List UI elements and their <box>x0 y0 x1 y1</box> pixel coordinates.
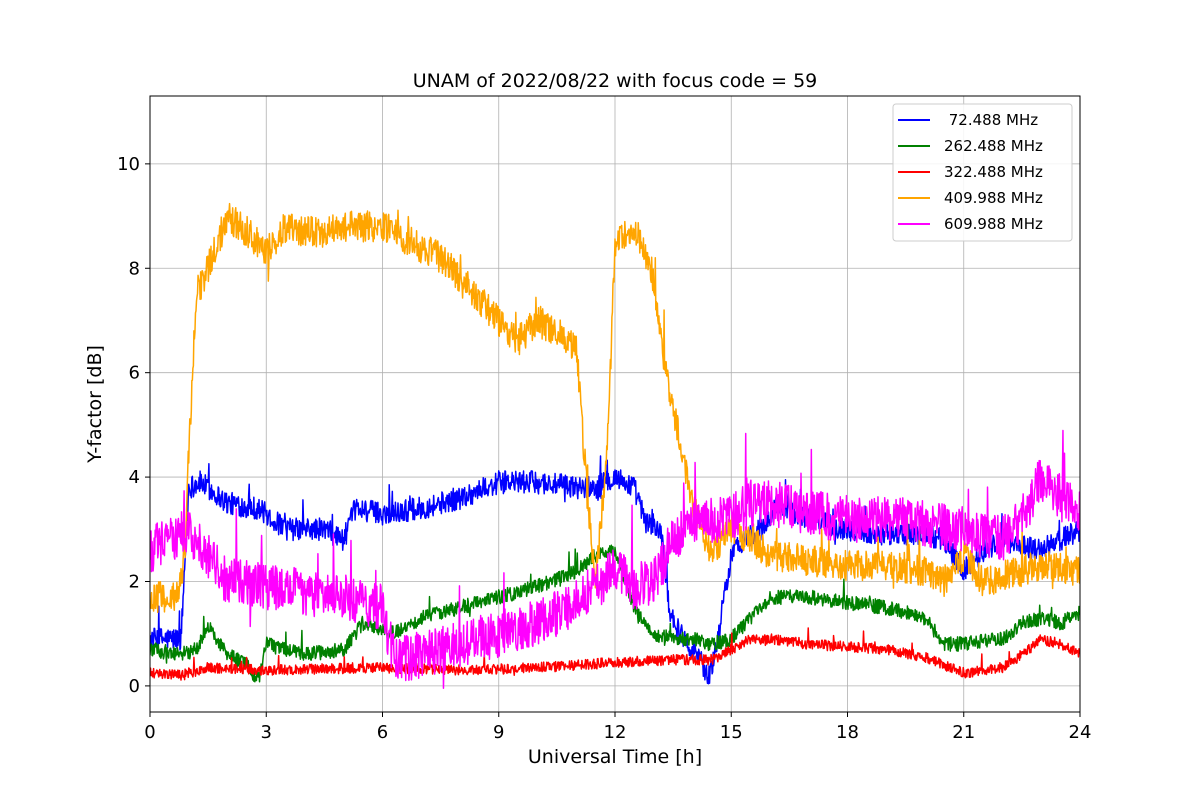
y-tick-label: 6 <box>129 363 140 384</box>
series-line <box>150 544 1080 683</box>
chart-title: UNAM of 2022/08/22 with focus code = 59 <box>413 70 818 92</box>
x-tick-label: 15 <box>720 722 743 743</box>
x-tick-label: 24 <box>1069 722 1092 743</box>
series-lines <box>150 202 1080 689</box>
x-tick-label: 18 <box>836 722 859 743</box>
x-tick-label: 21 <box>952 722 975 743</box>
x-tick-label: 3 <box>261 722 272 743</box>
x-tick-label: 6 <box>377 722 388 743</box>
series-line <box>150 202 1080 614</box>
y-axis-ticks: 0 2 4 6 8 10 <box>117 154 150 697</box>
y-tick-label: 0 <box>129 676 140 697</box>
x-tick-label: 0 <box>144 722 155 743</box>
x-tick-label: 9 <box>493 722 504 743</box>
y-tick-label: 4 <box>129 467 140 488</box>
series-line <box>150 429 1080 689</box>
legend-label: 262.488 MHz <box>944 137 1043 155</box>
legend-label: 72.488 MHz <box>944 111 1038 129</box>
legend-label: 409.988 MHz <box>944 189 1043 207</box>
y-tick-label: 10 <box>117 154 140 175</box>
legend-label: 609.988 MHz <box>944 215 1043 233</box>
x-tick-label: 12 <box>604 722 627 743</box>
legend-label: 322.488 MHz <box>944 163 1043 181</box>
y-tick-label: 2 <box>129 571 140 592</box>
y-tick-label: 8 <box>129 258 140 279</box>
series-line <box>150 627 1080 681</box>
legend-box <box>892 103 1073 242</box>
x-axis-ticks: 0 3 6 9 12 15 18 21 24 <box>144 712 1091 743</box>
y-axis-label: Y-factor [dB] <box>84 345 106 464</box>
legend: 72.488 MHz 262.488 MHz 322.488 MHz 409.988 … <box>892 103 1073 242</box>
x-axis-label: Universal Time [h] <box>528 746 702 768</box>
